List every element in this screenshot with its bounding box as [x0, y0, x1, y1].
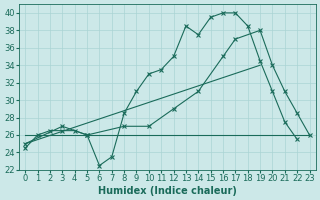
- X-axis label: Humidex (Indice chaleur): Humidex (Indice chaleur): [98, 186, 237, 196]
